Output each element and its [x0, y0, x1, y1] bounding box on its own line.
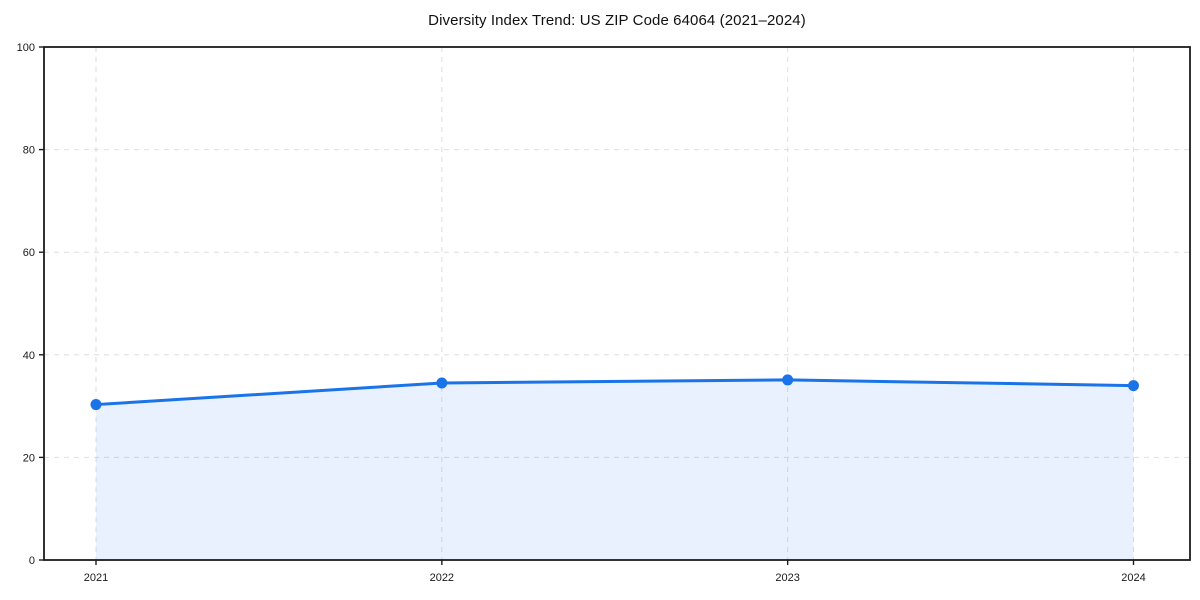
area-fill — [96, 379, 1134, 560]
x-tick-label: 2024 — [1121, 572, 1145, 584]
data-point-marker — [782, 374, 794, 386]
y-tick-label: 40 — [23, 350, 35, 362]
x-tick-label: 2022 — [430, 572, 454, 584]
trend-line — [94, 378, 1135, 407]
data-point-marker — [1128, 380, 1139, 392]
axes-spines — [43, 46, 1191, 561]
y-tick-label: 20 — [23, 452, 35, 464]
data-point-marker — [436, 377, 448, 389]
x-tick-label: 2023 — [775, 572, 799, 584]
plot-area-background — [44, 47, 1190, 560]
y-tick-label: 100 — [17, 42, 35, 54]
chart-title: Diversity Index Trend: US ZIP Code 64064… — [428, 12, 806, 29]
data-point-marker — [90, 399, 102, 411]
y-tick-label: 60 — [23, 247, 35, 259]
y-tick-label: 0 — [29, 555, 35, 567]
x-tick-label: 2021 — [84, 572, 108, 584]
y-tick-label: 80 — [23, 145, 35, 157]
